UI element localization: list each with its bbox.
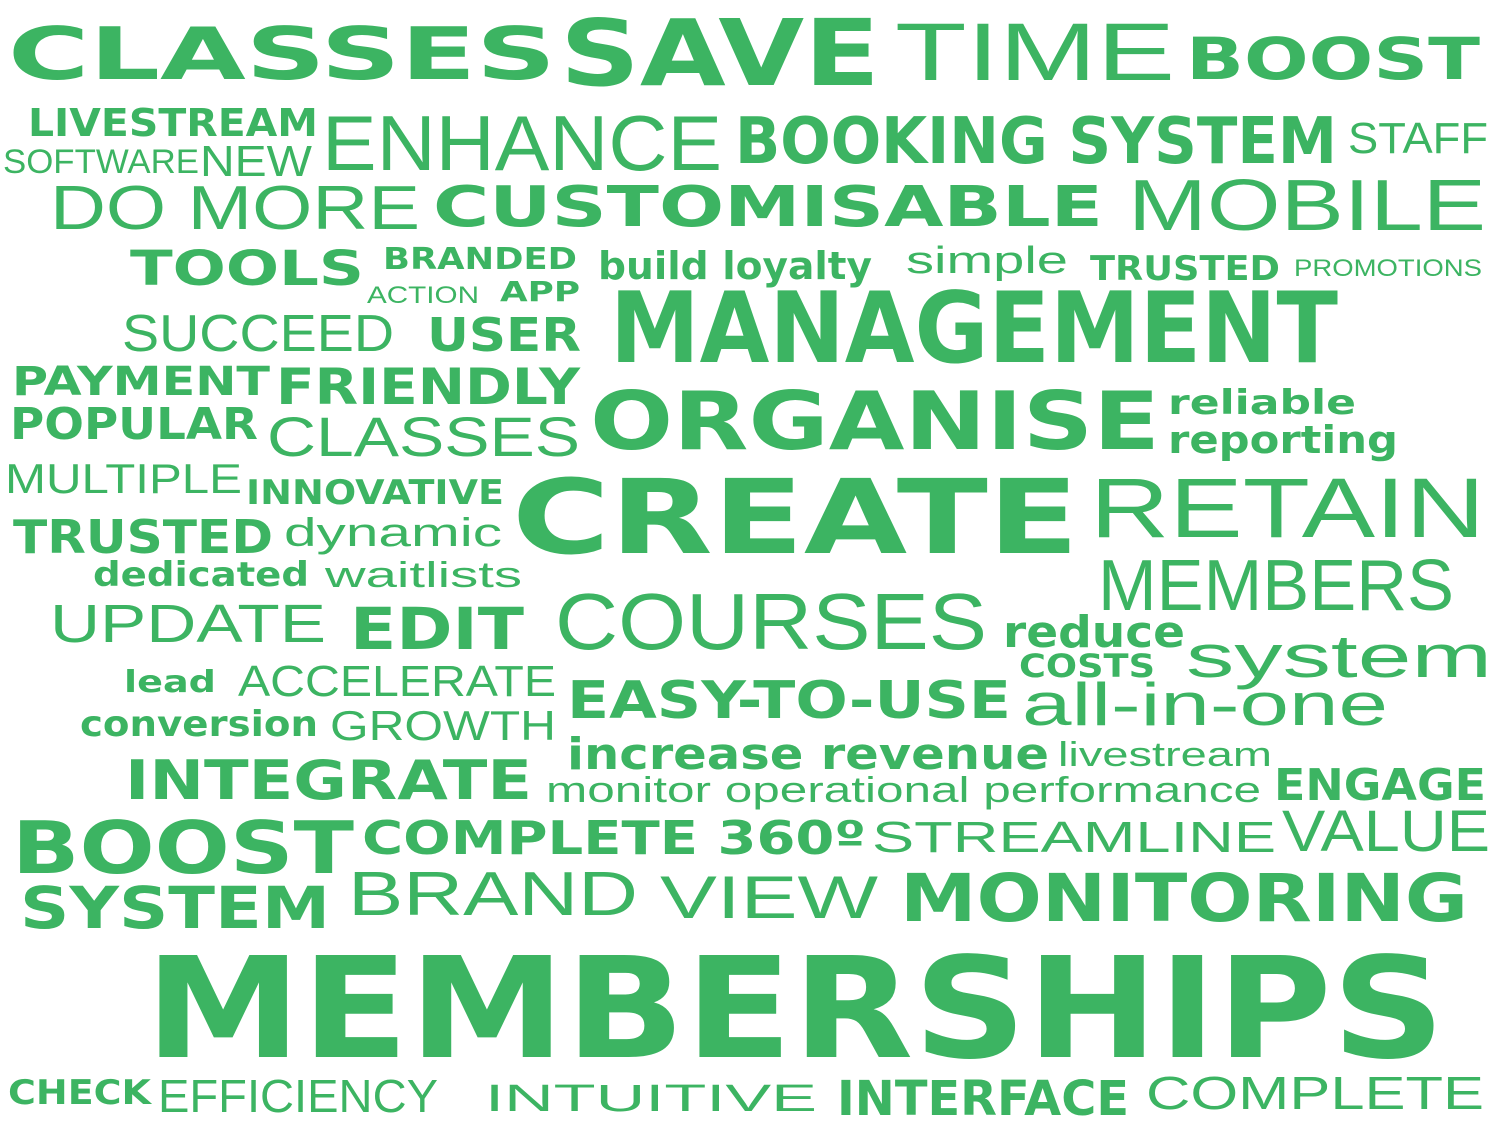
word-popular: POPULAR xyxy=(10,399,258,450)
word-create: CREATE xyxy=(512,458,1080,578)
word-dynamic: dynamic xyxy=(284,511,502,555)
word-waitlists: waitlists xyxy=(325,554,522,595)
word-engage: ENGAGE xyxy=(1274,760,1486,811)
word-branded: BRANDED xyxy=(383,242,578,277)
word-costs: COSTS xyxy=(1019,647,1155,685)
word-reliable: reliable xyxy=(1168,383,1357,423)
word-customisable: CUSTOMISABLE xyxy=(433,175,1104,240)
word-brand: BRAND xyxy=(348,860,638,929)
word-streamline: STREAMLINE xyxy=(872,813,1276,862)
word-reduce: reduce xyxy=(1003,607,1185,658)
word-system-1: system xyxy=(1186,623,1493,690)
word-action: ACTION xyxy=(367,282,479,309)
word-reporting: reporting xyxy=(1168,418,1398,462)
word-view: VIEW xyxy=(660,864,878,931)
word-complete-360: COMPLETE 360º xyxy=(362,811,867,865)
word-mobile: MOBILE xyxy=(1128,166,1487,246)
word-edit: EDIT xyxy=(350,595,525,663)
word-livestream-1: LIVESTREAM xyxy=(28,101,319,145)
word-update: UPDATE xyxy=(50,594,326,654)
word-integrate: INTEGRATE xyxy=(125,749,533,812)
word-complete: COMPLETE xyxy=(1146,1067,1484,1119)
word-easy-to-use: EASY-TO-USE xyxy=(567,671,1012,731)
word-increase-revenue: increase revenue xyxy=(567,729,1050,780)
word-booking-system: BOOKING SYSTEM xyxy=(735,105,1337,179)
word-trusted-2: TRUSTED xyxy=(13,510,273,564)
word-intuitive: INTUITIVE xyxy=(485,1078,817,1120)
word-growth: GROWTH xyxy=(330,702,556,749)
word-livestream-2: livestream xyxy=(1058,736,1272,774)
word-innovative: INNOVATIVE xyxy=(246,473,505,513)
word-succeed: SUCCEED xyxy=(122,305,394,363)
word-classes-2: CLASSES xyxy=(267,405,581,468)
word-interface: INTERFACE xyxy=(837,1071,1130,1125)
word-dedicated: dedicated xyxy=(93,555,309,595)
word-members: MEMBERS xyxy=(1098,546,1455,626)
word-all-in-one: all-in-one xyxy=(1022,671,1388,738)
word-multiple: MULTIPLE xyxy=(5,455,242,502)
word-simple: simple xyxy=(906,240,1068,282)
word-trusted-1: TRUSTED xyxy=(1090,249,1281,289)
word-check: CHECK xyxy=(8,1073,151,1113)
word-new: NEW xyxy=(200,137,312,186)
word-monitoring: MONITORING xyxy=(900,860,1468,937)
word-user: USER xyxy=(427,308,581,362)
word-enhance: ENHANCE xyxy=(322,99,723,187)
word-boost-1: BOOST xyxy=(1186,25,1481,93)
word-friendly: FRIENDLY xyxy=(276,358,580,416)
word-efficiency: EFFICIENCY xyxy=(158,1070,439,1122)
word-classes-1: CLASSES xyxy=(8,12,557,96)
word-app: APP xyxy=(500,275,580,308)
word-organise: ORGANISE xyxy=(590,375,1160,468)
word-retain: RETAIN xyxy=(1090,461,1485,555)
word-boost-2: BOOST xyxy=(12,806,354,890)
word-promotions: PROMOTIONS xyxy=(1294,255,1482,282)
word-time: TIME xyxy=(895,7,1176,98)
word-staff: STAFF xyxy=(1348,114,1488,163)
word-payment: PAYMENT xyxy=(12,359,271,405)
word-accelerate: ACCELERATE xyxy=(238,657,557,706)
word-memberships: MEMBERSHIPS xyxy=(145,928,1446,1091)
word-save: SAVE xyxy=(560,0,880,107)
word-value: VALUE xyxy=(1282,799,1490,864)
word-software: SOFTWARE xyxy=(3,143,200,181)
word-management: MANAGEMENT xyxy=(610,272,1338,386)
word-do-more: DO MORE xyxy=(50,174,420,243)
word-tools: TOOLS xyxy=(130,241,364,297)
word-system-2: SYSTEM xyxy=(20,874,331,942)
word-courses: COURSES xyxy=(555,577,987,666)
word-conversion: conversion xyxy=(80,704,318,745)
word-lead: lead xyxy=(124,665,216,700)
word-build-loyalty: build loyalty xyxy=(598,244,872,288)
word-monitor-performance: monitor operational performance xyxy=(546,769,1262,810)
